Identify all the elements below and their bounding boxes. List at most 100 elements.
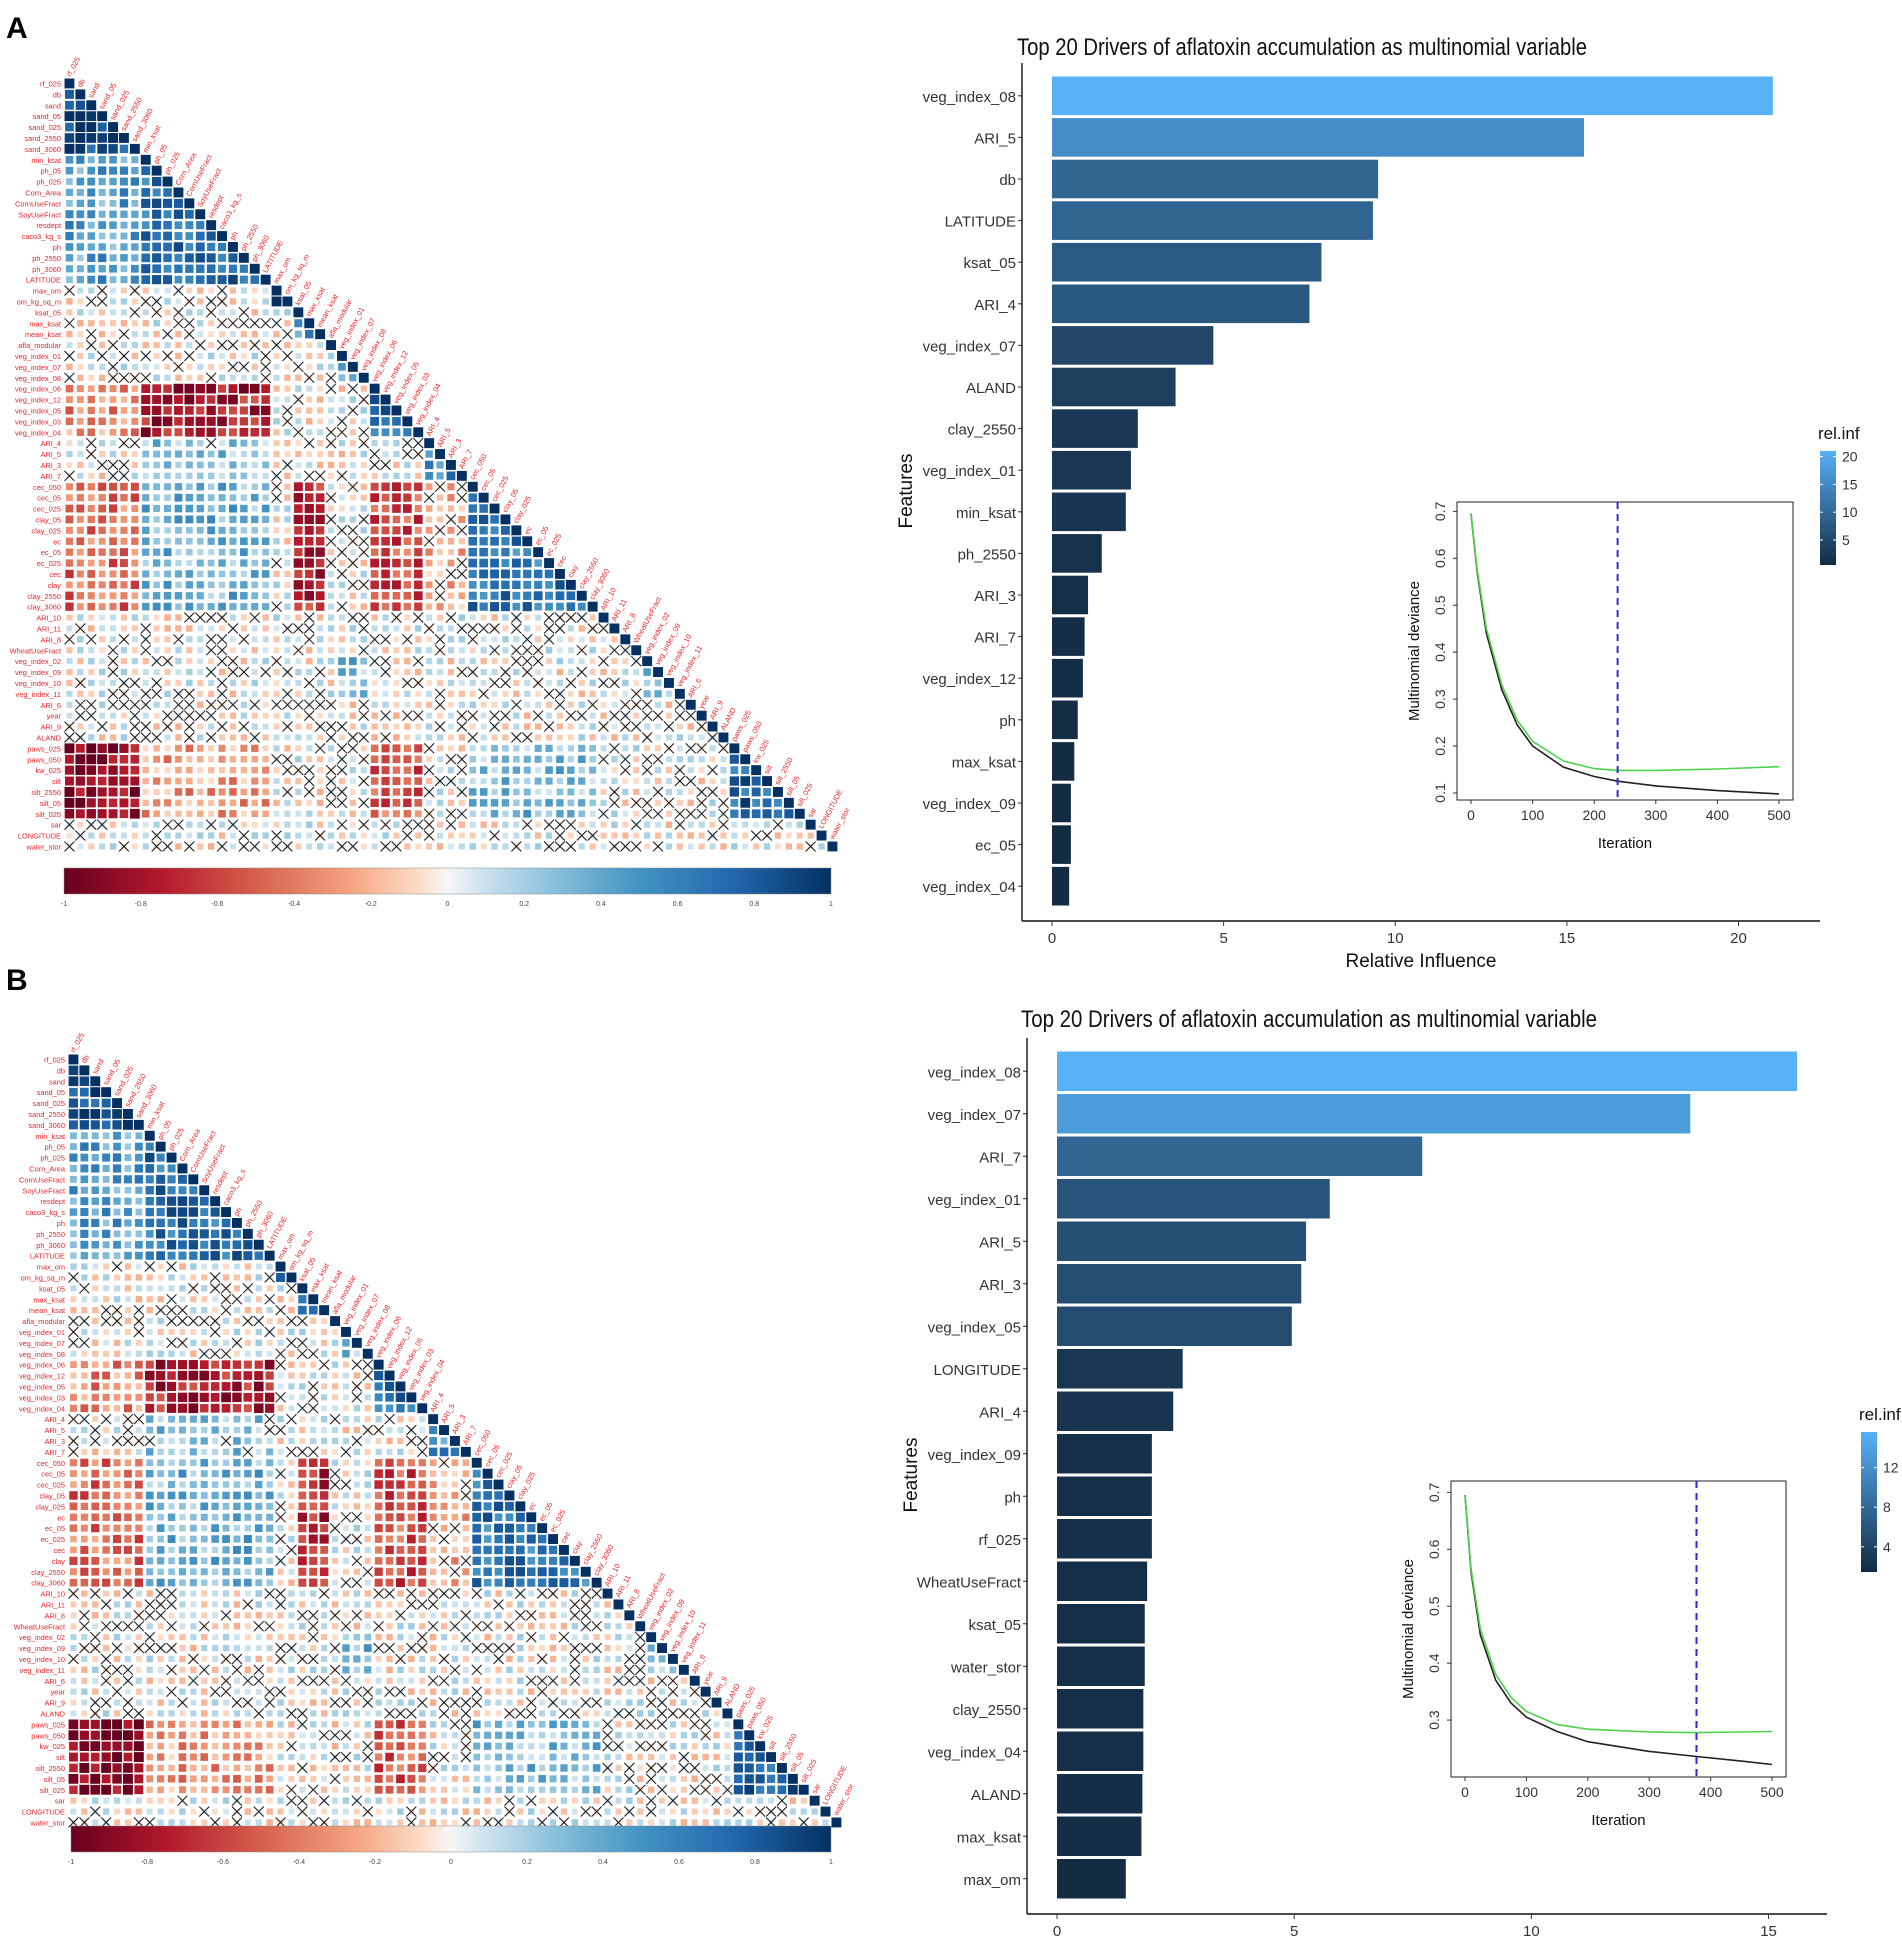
corr-cell: [360, 407, 367, 414]
corr-cell: [611, 734, 618, 741]
corr-cell: [190, 1274, 197, 1281]
corr-cell: [276, 1272, 286, 1282]
corr-cell: [273, 767, 280, 774]
corr-cell: [262, 581, 269, 589]
corr-cell: [386, 1427, 393, 1434]
corr-row-label: veg_index_06: [15, 385, 61, 394]
corr-cell: [687, 789, 694, 795]
corr-cell: [407, 1480, 416, 1489]
corr-cell: [218, 450, 226, 458]
corr-cell: [262, 515, 270, 523]
corr-cell: [316, 363, 324, 371]
corr-cell: [219, 712, 226, 719]
corr-cell: [189, 1382, 198, 1391]
corr-cell: [284, 592, 291, 599]
corr-cross: [511, 644, 522, 656]
corr-cell: [353, 1350, 360, 1357]
corr-cell: [64, 765, 74, 775]
corr-cell: [77, 418, 84, 425]
corr-cell: [490, 580, 499, 590]
corr-cell: [102, 1197, 111, 1206]
corr-cell: [207, 461, 215, 469]
corr-cell: [375, 1437, 382, 1444]
corr-cell: [425, 505, 433, 512]
corr-cell: [229, 723, 237, 730]
corr-cell: [113, 1208, 121, 1216]
corr-cell: [76, 559, 84, 567]
corr-cell: [436, 658, 444, 665]
corr-cell: [404, 701, 411, 708]
corr-cell: [447, 538, 455, 545]
corr-cell: [166, 1240, 177, 1250]
corr-cell: [524, 614, 531, 621]
corr-cell: [179, 1296, 186, 1303]
corr-cell: [315, 329, 326, 340]
corr-cell: [370, 798, 379, 807]
corr-cell: [295, 712, 302, 719]
corr-cell: [425, 559, 433, 567]
corr-cell: [589, 658, 596, 665]
corr-cell: [295, 418, 302, 425]
corr-cell: [567, 810, 575, 818]
corr-cell: [294, 526, 303, 535]
corr-cell: [164, 527, 171, 534]
corr-cell: [513, 723, 520, 730]
corr-cell: [288, 1459, 295, 1466]
corr-cell: [91, 1132, 99, 1140]
corr-cell: [207, 570, 215, 578]
corr-cross: [271, 470, 282, 482]
corr-cell: [752, 798, 761, 807]
corr-cell: [207, 505, 215, 512]
corr-cell: [66, 581, 73, 589]
corr-cell: [66, 614, 73, 621]
corr-cell: [79, 1120, 90, 1130]
corr-cell: [218, 570, 226, 578]
corr-cell: [654, 679, 662, 687]
corr-cell: [102, 1502, 110, 1511]
corr-row-label: silt_2550: [31, 788, 61, 797]
corr-cell: [665, 778, 672, 785]
corr-cell: [327, 592, 335, 599]
corr-cell: [146, 1535, 153, 1543]
corr-cell: [197, 701, 204, 708]
corr-cell: [135, 1263, 142, 1270]
corr-cell: [65, 188, 74, 197]
corr-cell: [505, 1513, 514, 1522]
corr-cell: [124, 1513, 132, 1522]
corr-cell: [222, 1251, 230, 1260]
corr-cell: [230, 745, 236, 752]
corr-cell: [91, 1459, 99, 1467]
corr-cross: [177, 1315, 188, 1327]
corr-cell: [66, 429, 73, 436]
corr-col-label: ARI_5: [435, 426, 453, 448]
corr-cell: [709, 821, 716, 828]
corr-cross: [511, 699, 522, 711]
corr-cell: [119, 743, 129, 753]
corr-cell: [207, 559, 215, 567]
corr-cell: [197, 309, 204, 316]
corr-cross: [96, 296, 108, 307]
corr-cross: [129, 307, 141, 318]
corr-cell: [142, 712, 149, 719]
corr-cell: [135, 1350, 142, 1357]
corr-cell: [65, 231, 74, 241]
corr-cell: [452, 1470, 458, 1477]
corr-cell: [262, 603, 270, 611]
corr-cell: [360, 603, 367, 610]
corr-cell: [392, 570, 401, 578]
corr-cell: [232, 1229, 241, 1238]
corr-cell: [403, 570, 412, 578]
corr-cell: [244, 1513, 252, 1521]
corr-cell: [447, 647, 455, 654]
corr-cell: [210, 1207, 220, 1217]
corr-cell: [535, 625, 542, 632]
corr-cell: [447, 668, 455, 676]
corr-cross: [336, 753, 348, 765]
corr-cell: [156, 1251, 166, 1261]
corr-cell: [218, 832, 226, 839]
corr-cell: [80, 1524, 88, 1532]
corr-cell: [135, 1285, 142, 1292]
corr-cross: [620, 753, 631, 765]
corr-cell: [109, 636, 117, 643]
corr-cell: [232, 1392, 242, 1403]
